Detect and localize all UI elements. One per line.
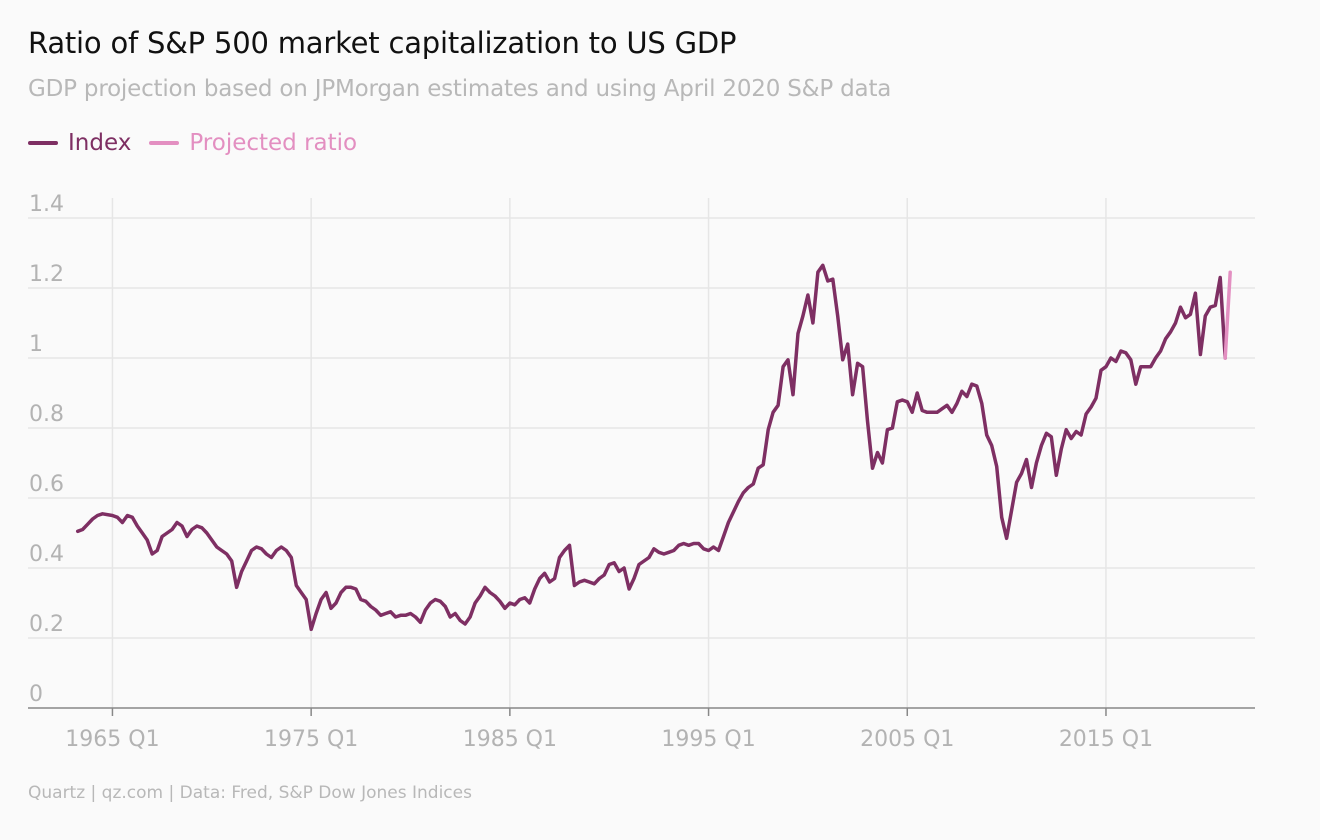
source-note: Quartz | qz.com | Data: Fred, S&P Dow Jo… [28,783,472,803]
y-tick-label: 0.2 [29,612,64,637]
legend-swatch-index [28,141,58,145]
y-tick-label: 0.4 [29,542,64,567]
legend-item-projected: Projected ratio [149,130,357,156]
chart-title: Ratio of S&P 500 market capitalization t… [28,26,737,60]
y-tick-label: 0.6 [29,472,64,497]
y-tick-label: 1.4 [29,192,64,217]
x-tick-label: 1965 Q1 [65,727,159,752]
series-line-index [75,263,1227,632]
y-tick-label: 1 [29,332,43,357]
series-line-projected [1223,270,1232,360]
y-tick-label: 0 [29,682,43,707]
legend-item-index: Index [28,130,131,156]
y-tick-label: 1.2 [29,262,64,287]
x-tick-label: 1975 Q1 [264,727,358,752]
x-tick-label: 1995 Q1 [661,727,755,752]
x-tick-label: 2015 Q1 [1059,727,1153,752]
x-tick-label: 1985 Q1 [463,727,557,752]
legend-label-projected: Projected ratio [189,130,358,156]
legend: Index Projected ratio [28,130,375,156]
legend-swatch-projected [149,141,180,145]
y-tick-label: 0.8 [29,402,64,427]
chart-subtitle: GDP projection based on JPMorgan estimat… [28,76,892,102]
legend-label-index: Index [68,130,132,156]
x-tick-label: 2005 Q1 [860,727,954,752]
